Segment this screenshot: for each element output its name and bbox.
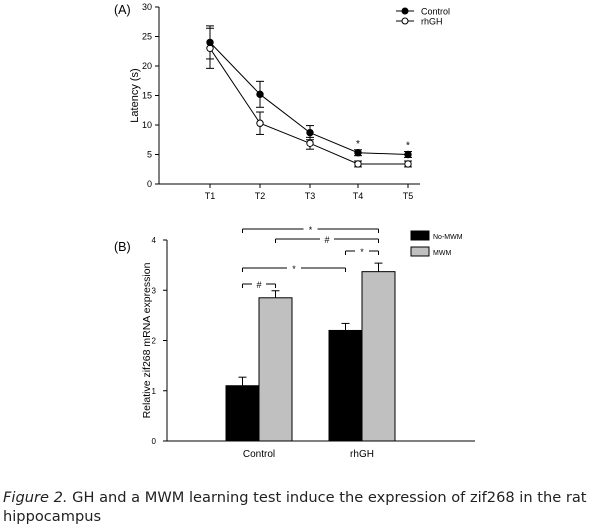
legend-marker-control (401, 7, 409, 15)
y-axis-label: Relative zif268 mRNA expression (141, 262, 153, 418)
x-tick-label-t2: T2 (255, 191, 266, 201)
data-point-rhgh-t2 (256, 119, 264, 127)
y-tick-label: 20 (142, 61, 152, 71)
bar-rhgh-no-mwm (328, 329, 363, 442)
caption-text: GH and a MWM learning test induce the ex… (3, 489, 587, 525)
bar-control-mwm (258, 297, 293, 442)
significance-mark: * (292, 264, 296, 274)
legend-label-no-mwm: No-MWM (433, 234, 463, 241)
x-tick-label-control: Control (243, 449, 275, 460)
panel-b-label: (B) (114, 240, 131, 254)
y-tick-label: 4 (152, 236, 157, 245)
legend-marker-rhgh (401, 17, 409, 25)
x-tick-label-rhgh: rhGH (350, 449, 374, 460)
data-point-rhgh-t3 (306, 139, 314, 147)
y-tick-label: 15 (142, 91, 152, 101)
bar-control-no-mwm (225, 385, 260, 442)
data-point-rhgh-t4 (354, 160, 362, 168)
figure-caption: Figure 2. GH and a MWM learning test ind… (3, 488, 605, 526)
y-tick-label: 5 (147, 150, 152, 160)
significance-mark: * (360, 247, 364, 257)
significance-mark: # (324, 235, 329, 245)
data-point-control-t2 (256, 90, 264, 99)
caption-label: Figure 2. (3, 489, 68, 506)
y-tick-label: 30 (142, 2, 152, 12)
y-tick-label: 25 (142, 32, 152, 42)
legend-label-rhgh: rhGH (421, 17, 443, 27)
x-tick-label-t1: T1 (205, 191, 216, 201)
legend-swatch-no-mwm (410, 230, 430, 241)
legend-label-control: Control (421, 7, 450, 17)
y-tick-label: 2 (152, 337, 157, 346)
data-point-control-t5 (404, 150, 412, 159)
y-tick-label: 0 (147, 179, 152, 189)
data-point-control-t3 (306, 128, 314, 137)
significance-mark: * (356, 139, 360, 150)
significance-mark: * (309, 225, 313, 235)
data-point-control-t1 (206, 38, 214, 47)
data-point-rhgh-t5 (404, 160, 412, 168)
x-tick-label-t3: T3 (305, 191, 316, 201)
y-tick-label: 1 (152, 387, 157, 396)
latency-chart: 0 5 10 15 20 25 30 T1 T2 T3 T4 T5 Latency (s) * * Contr… (129, 2, 450, 201)
significance-mark: * (406, 141, 410, 152)
bar-rhgh-mwm (361, 271, 396, 442)
y-axis-label: Latency (s) (129, 68, 141, 122)
x-tick-label-t5: T5 (403, 191, 414, 201)
x-tick-label-t4: T4 (353, 191, 364, 201)
y-tick-label: 0 (152, 437, 157, 446)
y-tick-label: 3 (152, 286, 157, 295)
legend-label-mwm: MWM (433, 250, 451, 257)
significance-mark: # (256, 280, 261, 290)
y-tick-label: 10 (142, 120, 152, 130)
legend-swatch-mwm (410, 246, 430, 257)
panel-a-label: (A) (114, 3, 131, 17)
data-point-control-t4 (354, 149, 362, 157)
zif268-expression-chart: 0 1 2 3 4 Relative zif268 mRNA expression Cont… (141, 225, 475, 460)
